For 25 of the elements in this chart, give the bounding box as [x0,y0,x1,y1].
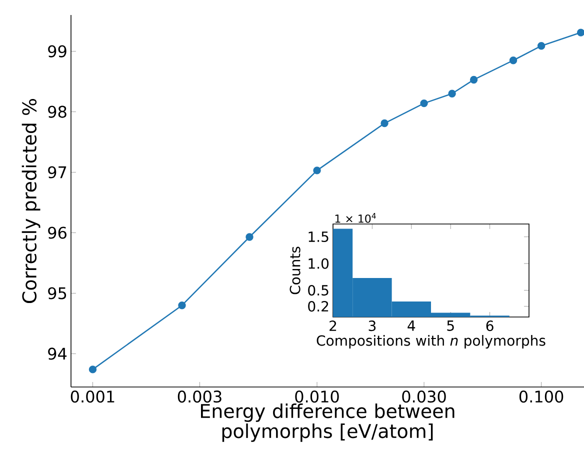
y-tick-label: 96 [48,226,66,239]
x-tick-label: 4 [408,320,416,331]
y-tick-label: 98 [48,106,66,118]
x-tick-label: 0.003 [178,390,222,403]
x-tick-label: 0.010 [295,390,339,403]
x-axis-title: Compositions with n polymorphs [316,334,546,349]
x-tick-label: 3 [368,320,376,332]
x-tick-label: 0.030 [402,390,446,403]
y-tick-label: 0.2 [308,301,328,312]
y-tick-label: 0.5 [308,284,328,296]
x-axis-title: Energy difference between polymorphs [eV/atom] [201,404,454,442]
y-tick-label: 97 [48,166,66,178]
y-tick-label: 95 [48,287,66,300]
y-axis-title: Counts [290,246,300,294]
y-tick-label: 99 [48,45,66,58]
y-tick-label: 1.0 [308,258,329,269]
y-tick-label: 94 [48,348,67,360]
x-tick-label: 0.100 [519,390,564,403]
x-tick-label: 6 [486,320,494,332]
x-tick-label: 2 [330,320,336,331]
y-axis-title: Correctly predicted % [22,98,40,303]
x-tick-label: 0.001 [70,390,114,403]
x-tick-label: 5 [447,320,454,331]
y-tick-label: 1.5 [308,232,328,242]
annotation: 1 × 10$^{4}$ [335,213,376,223]
